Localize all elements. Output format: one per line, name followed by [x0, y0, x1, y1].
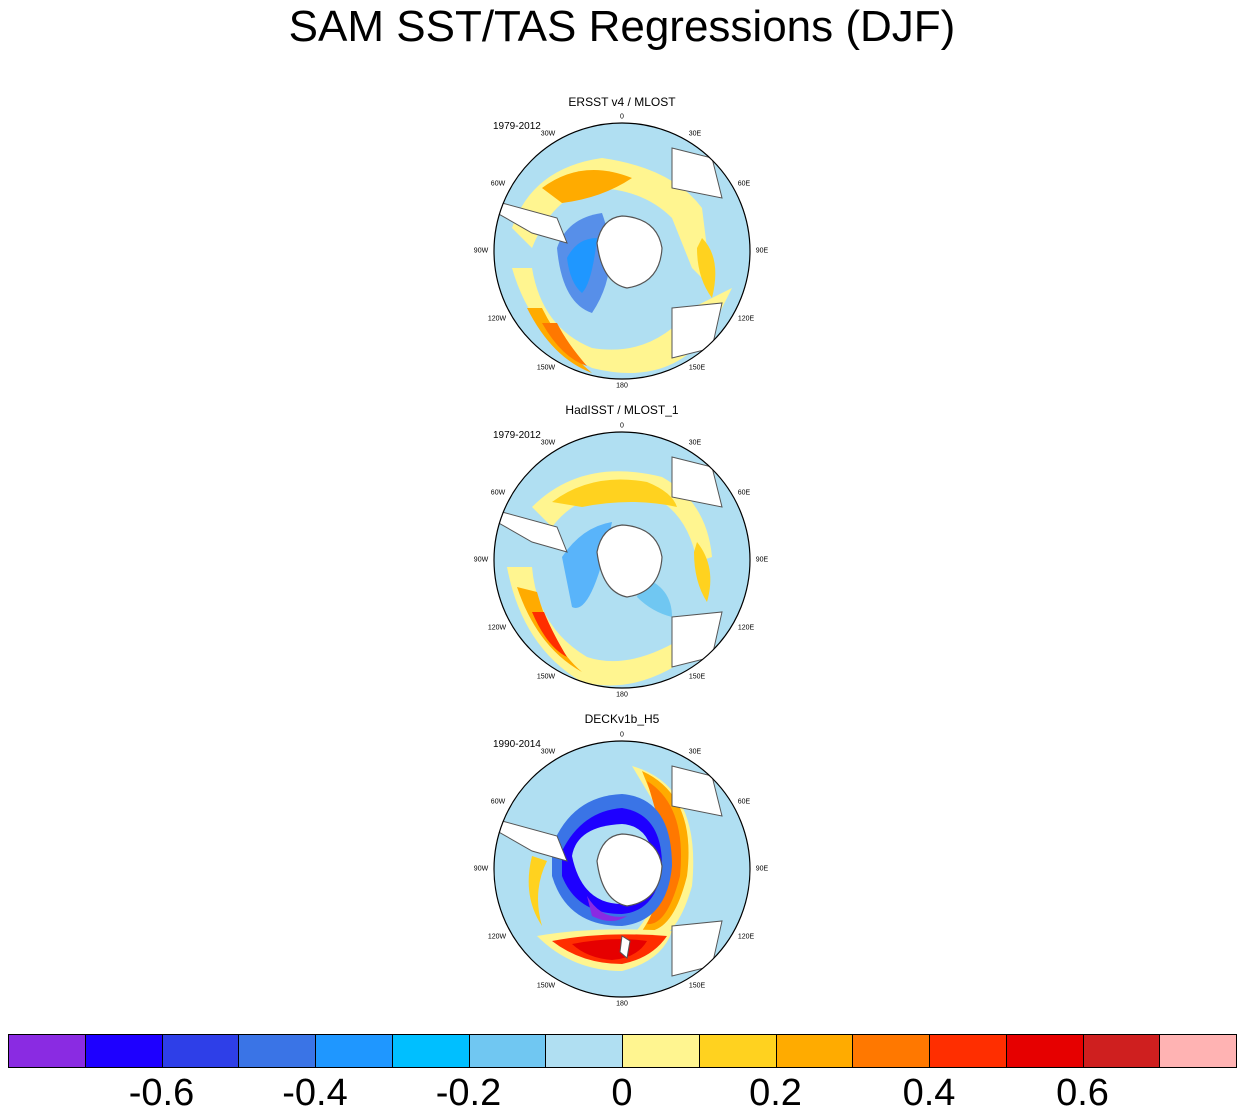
p1-lon-150W: 150W: [536, 364, 556, 372]
colorbar-box: [698, 1034, 777, 1068]
p3-yellow-west: [528, 856, 547, 926]
panel-3-period: 1990-2014: [493, 739, 541, 750]
p2-land-africa: [671, 456, 723, 508]
panel-1-title: ERSST v4 / MLOST: [568, 95, 676, 109]
p1-lon-60W: 60W: [490, 180, 506, 188]
p2-lon-150W: 150W: [536, 673, 556, 681]
p3-lon-60W: 60W: [490, 798, 506, 806]
colorbar-box: [775, 1034, 854, 1068]
p1-negative-core: [567, 238, 597, 293]
p1-land-australia: [671, 302, 723, 359]
colorbar-tick-label: 0.6: [1056, 1072, 1109, 1114]
p3-lon-0: 0: [620, 731, 624, 739]
colorbar-box: [84, 1034, 163, 1068]
p3-land-australia: [671, 920, 723, 977]
p2-lon-90W: 90W: [473, 556, 489, 564]
p2-orange-east: [694, 542, 711, 602]
p3-purple: [587, 896, 627, 921]
panel-3-map: [493, 740, 751, 998]
p2-lon-30W: 30W: [540, 439, 556, 447]
colorbar-tick-label: -0.4: [282, 1072, 348, 1114]
p3-lon-120W: 120W: [487, 933, 507, 941]
p3-lon-30E: 30E: [688, 748, 702, 756]
colorbar-box: [315, 1034, 393, 1068]
p1-land-africa: [671, 147, 723, 199]
p2-orange-north: [552, 479, 677, 507]
panel-2-period: 1979-2012: [493, 430, 541, 441]
p1-darkorange-south: [542, 323, 587, 366]
p1-lon-30E: 30E: [688, 130, 702, 138]
panel-1-map: [493, 122, 751, 380]
colorbar-box: [929, 1034, 1007, 1068]
colorbar-tick-label: 0.4: [902, 1072, 956, 1114]
colorbar-tick-label: -0.2: [435, 1072, 502, 1114]
colorbar-box: [622, 1034, 700, 1068]
colorbar-box: [852, 1034, 930, 1068]
p1-lon-120W: 120W: [487, 315, 507, 323]
p3-lon-150E: 150E: [688, 982, 706, 990]
colorbar-box: [1082, 1034, 1161, 1068]
p2-lon-60E: 60E: [737, 489, 751, 497]
colorbar-box: [468, 1034, 547, 1068]
colorbar-box: [8, 1034, 86, 1068]
p3-lon-120E: 120E: [737, 933, 755, 941]
p3-lon-90W: 90W: [473, 865, 489, 873]
colorbar-tick-label: -0.6: [128, 1072, 195, 1114]
p1-lon-0: 0: [620, 113, 624, 121]
p3-lon-60E: 60E: [737, 798, 751, 806]
colorbar-box: [545, 1034, 623, 1068]
p1-lon-90W: 90W: [473, 247, 489, 255]
p2-positive-south: [507, 567, 702, 686]
p3-land-antarctica: [596, 833, 663, 907]
p2-lon-30E: 30E: [688, 439, 702, 447]
colorbar-box: [1005, 1034, 1084, 1068]
p3-lon-90E: 90E: [755, 865, 769, 873]
p1-lon-30W: 30W: [540, 130, 556, 138]
colorbar-box: [391, 1034, 470, 1068]
p1-lon-150E: 150E: [688, 364, 706, 372]
p1-lon-180: 180: [616, 382, 628, 390]
p2-lon-120E: 120E: [737, 624, 755, 632]
colorbar-box: [1159, 1034, 1237, 1068]
p2-lon-0: 0: [620, 422, 624, 430]
p2-red-south: [532, 612, 567, 657]
p3-lon-30W: 30W: [540, 748, 556, 756]
p2-lon-120W: 120W: [487, 624, 507, 632]
colorbar-tick-label: 0: [611, 1072, 633, 1114]
p2-lon-150E: 150E: [688, 673, 706, 681]
p2-lon-180: 180: [616, 691, 628, 699]
colorbar-box: [238, 1034, 316, 1068]
p3-lon-180: 180: [616, 1000, 628, 1008]
p1-lon-60E: 60E: [737, 180, 751, 188]
panel-2-map: [493, 431, 751, 689]
p2-land-antarctica: [596, 524, 663, 598]
colorbar: [8, 1034, 1237, 1070]
figure-title: SAM SST/TAS Regressions (DJF): [288, 2, 956, 51]
colorbar-tick-label: 0.2: [749, 1072, 802, 1114]
p2-lon-60W: 60W: [490, 489, 506, 497]
panel-3-title: DECKv1b_H5: [584, 712, 660, 726]
panel-1-period: 1979-2012: [493, 121, 541, 132]
panel-2-title: HadISST / MLOST_1: [565, 403, 679, 417]
p1-lon-120E: 120E: [737, 315, 755, 323]
colorbar-box: [161, 1034, 240, 1068]
p3-land-africa: [671, 765, 723, 817]
p3-lon-150W: 150W: [536, 982, 556, 990]
p2-land-australia: [671, 611, 723, 668]
p1-lon-90E: 90E: [755, 247, 769, 255]
p3-land-new-zealand: [619, 935, 631, 959]
p1-land-antarctica: [596, 215, 663, 289]
p1-orange-east: [697, 238, 716, 298]
p1-orange-north: [542, 170, 632, 203]
p2-lon-90E: 90E: [755, 556, 769, 564]
